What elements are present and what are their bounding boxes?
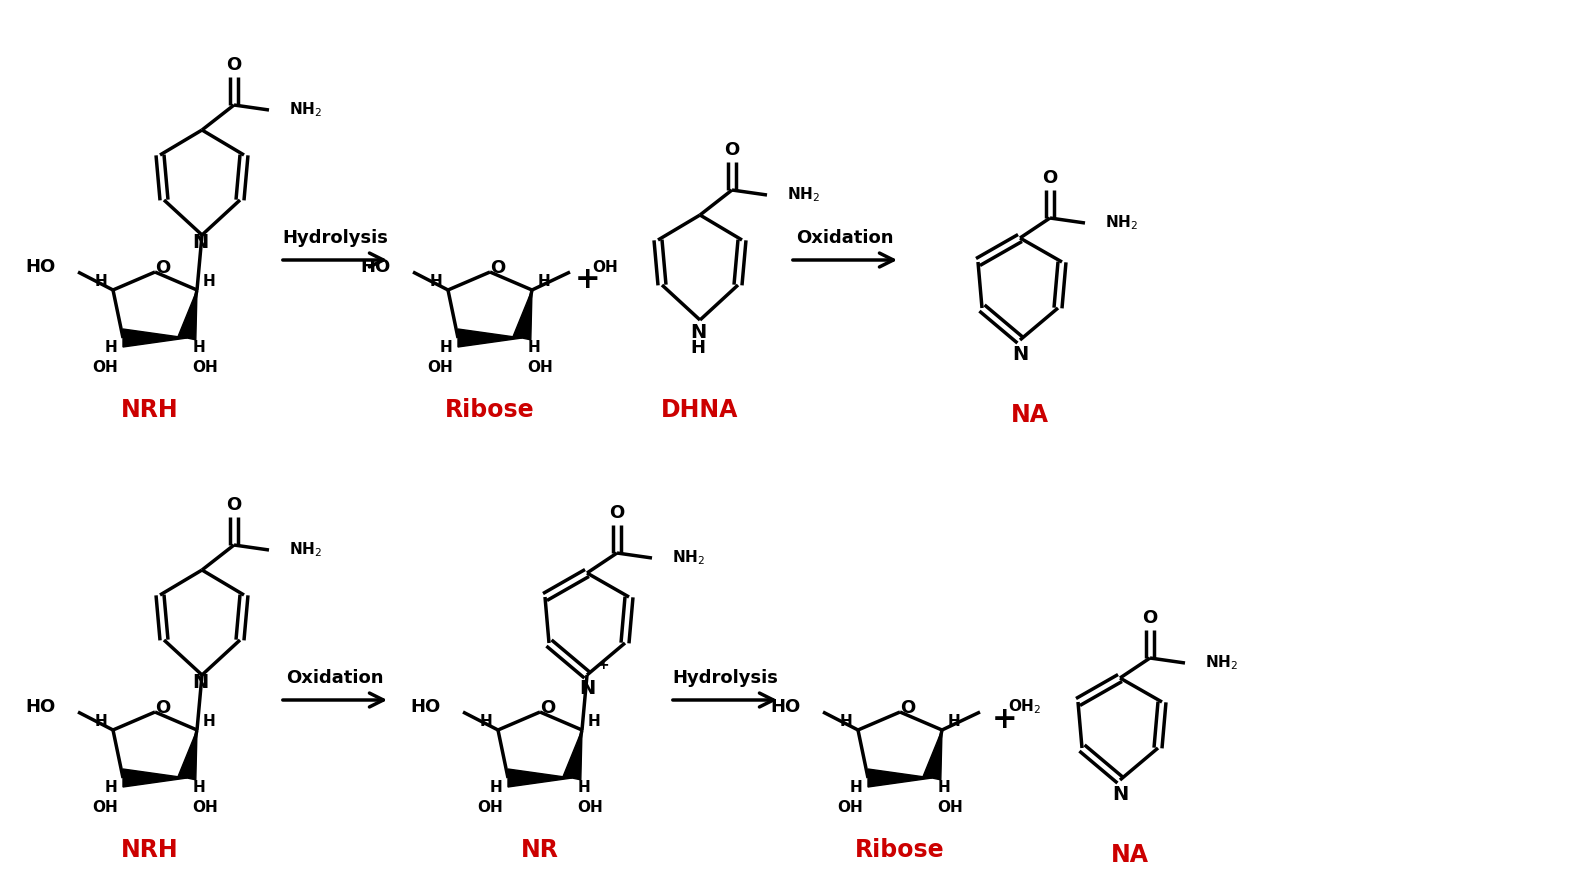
Text: HO: HO — [360, 258, 391, 276]
Text: O: O — [226, 56, 241, 74]
Text: H: H — [691, 339, 705, 357]
Text: H: H — [440, 341, 453, 356]
Text: OH: OH — [477, 801, 502, 815]
Text: N: N — [191, 233, 207, 253]
Text: O: O — [900, 699, 916, 717]
Text: OH: OH — [191, 360, 219, 376]
Text: H: H — [538, 274, 550, 289]
Text: N: N — [1112, 785, 1128, 803]
Text: OH: OH — [93, 360, 118, 376]
Text: N: N — [1011, 344, 1029, 364]
Text: O: O — [155, 259, 171, 277]
Text: HO: HO — [26, 698, 56, 716]
Text: Hydrolysis: Hydrolysis — [282, 229, 388, 247]
Text: H: H — [203, 715, 215, 730]
Text: OH: OH — [592, 260, 617, 274]
Text: N: N — [579, 679, 595, 698]
Text: H: H — [938, 780, 951, 795]
Text: H: H — [528, 341, 541, 356]
Text: OH: OH — [837, 801, 863, 815]
Text: H: H — [577, 780, 590, 795]
Text: NA: NA — [1011, 403, 1050, 427]
Text: NH$_2$: NH$_2$ — [289, 541, 322, 559]
Text: +: + — [597, 658, 609, 672]
Text: NA: NA — [1112, 843, 1148, 867]
Polygon shape — [123, 769, 187, 787]
Text: H: H — [839, 715, 852, 730]
Text: H: H — [105, 780, 118, 795]
Text: O: O — [226, 496, 241, 514]
Polygon shape — [507, 769, 573, 787]
Text: NH$_2$: NH$_2$ — [786, 185, 820, 205]
Text: OH: OH — [938, 801, 963, 815]
Text: NH$_2$: NH$_2$ — [289, 101, 322, 120]
Text: O: O — [490, 259, 506, 277]
Polygon shape — [179, 290, 198, 340]
Polygon shape — [514, 290, 533, 340]
Text: H: H — [105, 341, 118, 356]
Polygon shape — [123, 329, 187, 347]
Text: O: O — [1043, 169, 1057, 187]
Text: H: H — [947, 715, 960, 730]
Text: NH$_2$: NH$_2$ — [671, 549, 705, 567]
Text: H: H — [94, 274, 107, 289]
Text: H: H — [203, 274, 215, 289]
Text: DHNA: DHNA — [662, 398, 738, 422]
Text: Oxidation: Oxidation — [286, 669, 384, 687]
Text: O: O — [1142, 609, 1158, 627]
Text: HO: HO — [412, 698, 440, 716]
Text: N: N — [691, 323, 707, 342]
Text: NR: NR — [522, 838, 558, 862]
Text: HO: HO — [770, 698, 801, 716]
Text: OH: OH — [526, 360, 553, 376]
Text: +: + — [576, 266, 601, 295]
Text: Ribose: Ribose — [855, 838, 944, 862]
Polygon shape — [868, 769, 931, 787]
Text: OH: OH — [427, 360, 453, 376]
Text: NRH: NRH — [121, 838, 179, 862]
Polygon shape — [458, 329, 522, 347]
Text: OH$_2$: OH$_2$ — [1008, 697, 1042, 717]
Text: H: H — [94, 715, 107, 730]
Text: OH: OH — [191, 801, 219, 815]
Text: Ribose: Ribose — [445, 398, 534, 422]
Text: N: N — [191, 674, 207, 692]
Text: H: H — [490, 780, 502, 795]
Text: Hydrolysis: Hydrolysis — [671, 669, 778, 687]
Text: +: + — [992, 705, 1018, 734]
Polygon shape — [924, 730, 943, 780]
Text: O: O — [155, 699, 171, 717]
Text: H: H — [193, 341, 206, 356]
Text: H: H — [429, 274, 442, 289]
Text: NRH: NRH — [121, 398, 179, 422]
Text: H: H — [587, 715, 600, 730]
Text: HO: HO — [26, 258, 56, 276]
Text: OH: OH — [93, 801, 118, 815]
Text: OH: OH — [577, 801, 603, 815]
Text: NH$_2$: NH$_2$ — [1105, 213, 1137, 232]
Polygon shape — [179, 730, 198, 780]
Text: H: H — [480, 715, 493, 730]
Text: Oxidation: Oxidation — [796, 229, 893, 247]
Text: H: H — [850, 780, 863, 795]
Text: NH$_2$: NH$_2$ — [1204, 654, 1238, 672]
Polygon shape — [563, 730, 582, 780]
Text: H: H — [193, 780, 206, 795]
Text: O: O — [541, 699, 555, 717]
Text: O: O — [724, 141, 740, 159]
Text: O: O — [609, 504, 625, 522]
